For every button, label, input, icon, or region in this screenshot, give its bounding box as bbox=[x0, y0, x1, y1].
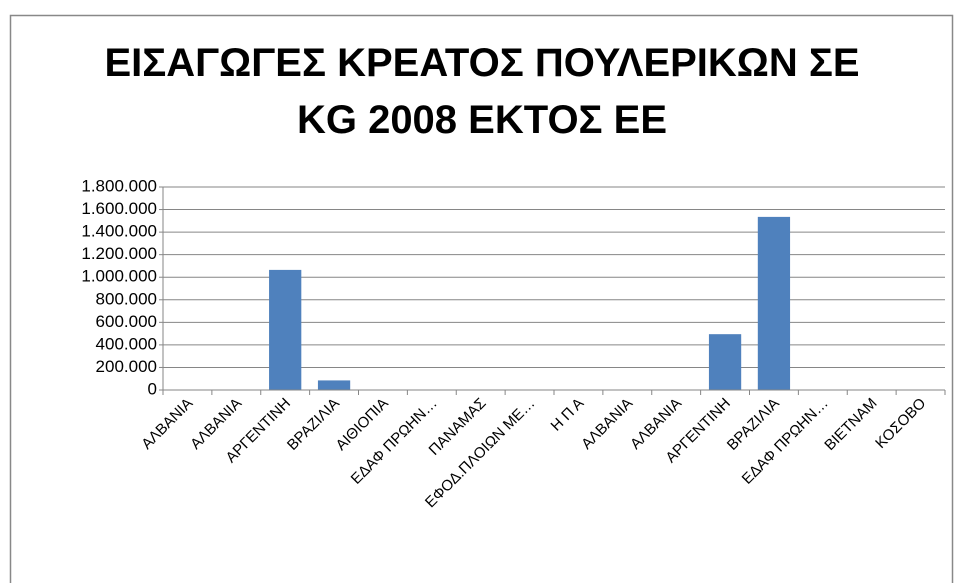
y-tick-label: 1.800.000 bbox=[81, 176, 157, 195]
bar bbox=[708, 334, 742, 390]
y-tick-label: 1.000.000 bbox=[81, 267, 157, 286]
y-tick-label: 200.000 bbox=[96, 357, 157, 376]
y-tick-label: 1.400.000 bbox=[81, 222, 157, 241]
chart-border bbox=[9, 14, 954, 583]
chart-title: KG 2008 ΕΚΤΟΣ ΕΕ bbox=[297, 98, 667, 142]
bar bbox=[269, 269, 302, 390]
chart-title: ΕΙΣΑΓΩΓΕΣ ΚΡΕΑΤΟΣ ΠΟΥΛΕΡΙΚΩΝ ΣΕ bbox=[104, 41, 859, 85]
y-tick-label: 400.000 bbox=[96, 334, 157, 353]
y-tick-label: 0 bbox=[148, 379, 157, 398]
bar bbox=[757, 216, 791, 390]
bar bbox=[317, 380, 351, 390]
y-tick-label: 1.200.000 bbox=[81, 244, 157, 263]
y-tick-label: 600.000 bbox=[96, 312, 157, 331]
y-tick-label: 800.000 bbox=[96, 289, 157, 308]
y-tick-label: 1.600.000 bbox=[81, 199, 157, 218]
